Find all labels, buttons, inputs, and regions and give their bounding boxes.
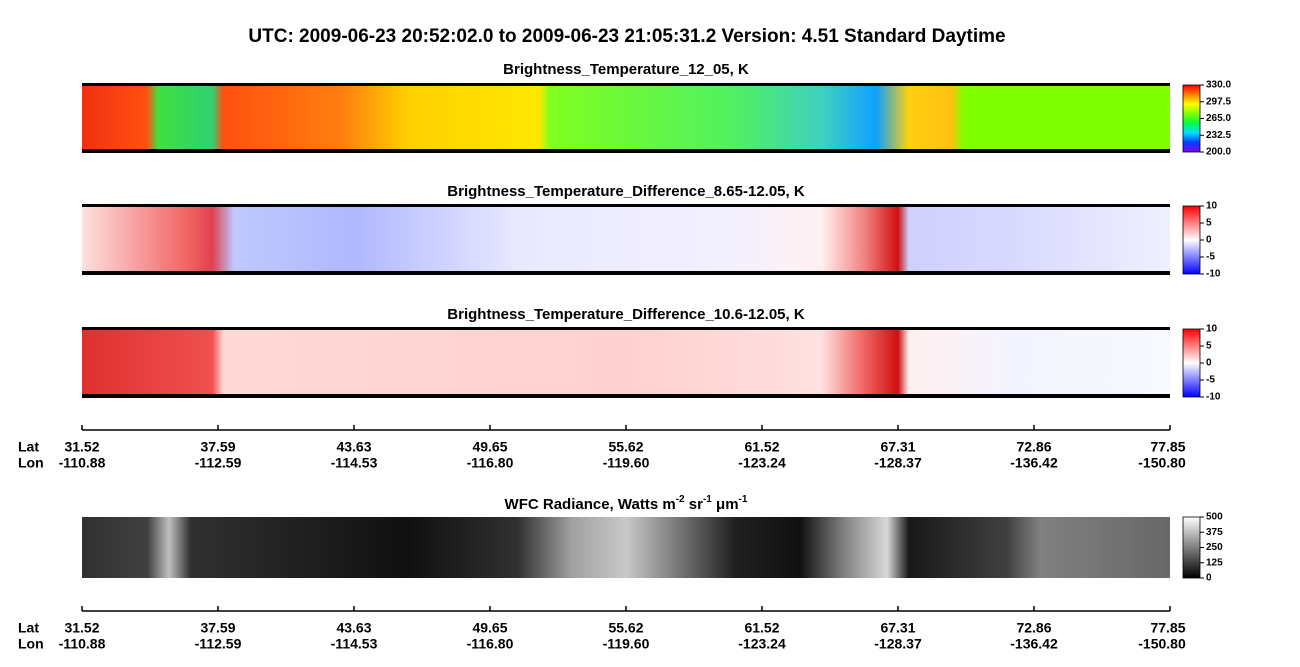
strip-border xyxy=(82,327,1170,330)
lat-label: 49.65 xyxy=(472,620,507,636)
strip-border xyxy=(82,83,1170,86)
lat-label: 77.85 xyxy=(1150,620,1185,636)
lon-label: -123.24 xyxy=(738,455,786,471)
colorbar-tick-label: 375 xyxy=(1206,527,1223,538)
lat-label: 31.52 xyxy=(64,620,99,636)
strip-border xyxy=(82,394,1170,398)
lat-label: 43.63 xyxy=(336,439,371,455)
lon-label: -112.59 xyxy=(195,455,242,471)
image-strip xyxy=(82,85,1170,150)
colorbar-tick-label: 250 xyxy=(1206,542,1223,553)
axis-row-label: Lat xyxy=(18,439,39,455)
image-strip xyxy=(82,329,1170,395)
axis-row-label: Lat xyxy=(18,620,39,636)
title-part: μm xyxy=(712,496,739,513)
lon-label: -150.80 xyxy=(1138,455,1186,471)
lon-label: -136.42 xyxy=(1010,455,1058,471)
lat-label: 55.62 xyxy=(608,620,643,636)
colorbar-tick-label: 200.0 xyxy=(1206,147,1231,158)
lon-label: -128.37 xyxy=(874,455,922,471)
colorbar-tick-label: 10 xyxy=(1206,201,1218,212)
colorbar-tick-label: 0 xyxy=(1206,358,1212,369)
colorbar-tick-label: -10 xyxy=(1206,392,1221,403)
lat-label: 67.31 xyxy=(880,439,915,455)
title-part: -1 xyxy=(703,494,712,505)
colorbar-tick-label: 0 xyxy=(1206,573,1212,584)
colorbar-tick-label: 297.5 xyxy=(1206,96,1231,107)
lon-label: -116.80 xyxy=(467,636,514,652)
lon-label: -119.60 xyxy=(603,636,650,652)
colorbar-tick-label: 265.0 xyxy=(1206,113,1231,124)
lon-label: -119.60 xyxy=(603,455,650,471)
colorbar-tick-label: -5 xyxy=(1206,375,1215,386)
lon-label: -128.37 xyxy=(874,636,922,652)
colorbar-tick-label: 0 xyxy=(1206,235,1212,246)
title-part: -2 xyxy=(676,494,685,505)
image-strip xyxy=(82,206,1170,272)
colorbar-tick-label: 500 xyxy=(1206,512,1223,523)
lon-label: -123.24 xyxy=(738,636,786,652)
colorbar-tick-label: 232.5 xyxy=(1206,130,1231,141)
title-part: sr xyxy=(685,496,704,513)
lon-label: -110.88 xyxy=(59,455,106,471)
axis-row-label: Lon xyxy=(18,455,44,471)
lat-label: 61.52 xyxy=(744,439,779,455)
title-part: -1 xyxy=(739,494,748,505)
lat-label: 43.63 xyxy=(336,620,371,636)
lat-label: 37.59 xyxy=(200,439,235,455)
colorbar-tick-label: 125 xyxy=(1206,557,1223,568)
lon-label: -114.53 xyxy=(331,636,378,652)
lon-label: -114.53 xyxy=(331,455,378,471)
panel-title: Brightness_Temperature_Difference_8.65-1… xyxy=(447,183,805,200)
colorbar xyxy=(1182,84,1201,153)
image-strip xyxy=(82,517,1170,578)
lat-label: 72.86 xyxy=(1016,620,1051,636)
lat-label: 37.59 xyxy=(200,620,235,636)
page-title: UTC: 2009-06-23 20:52:02.0 to 2009-06-23… xyxy=(248,26,1005,47)
colorbar xyxy=(1182,205,1201,275)
lat-label: 61.52 xyxy=(744,620,779,636)
lat-label: 31.52 xyxy=(64,439,99,455)
lat-label: 67.31 xyxy=(880,620,915,636)
colorbar-tick-label: 10 xyxy=(1206,324,1218,335)
strip-border xyxy=(82,149,1170,153)
lat-label: 49.65 xyxy=(472,439,507,455)
colorbar-tick-label: 5 xyxy=(1206,218,1212,229)
colorbar xyxy=(1182,516,1201,579)
axis-row-label: Lon xyxy=(18,636,44,652)
panel-title: Brightness_Temperature_12_05, K xyxy=(503,61,749,78)
lon-label: -116.80 xyxy=(467,455,514,471)
lon-label: -150.80 xyxy=(1138,636,1186,652)
strip-border xyxy=(82,271,1170,275)
lon-label: -112.59 xyxy=(195,636,242,652)
colorbar-tick-label: -10 xyxy=(1206,269,1221,280)
panel-title: Brightness_Temperature_Difference_10.6-1… xyxy=(447,306,805,323)
lon-label: -136.42 xyxy=(1010,636,1058,652)
title-part: WFC Radiance, Watts m xyxy=(505,496,676,513)
panel-title: WFC Radiance, Watts m-2 sr-1 μm-1 xyxy=(505,494,748,513)
lat-label: 72.86 xyxy=(1016,439,1051,455)
colorbar-tick-label: 330.0 xyxy=(1206,80,1231,91)
strip-border xyxy=(82,204,1170,207)
colorbar-tick-label: 5 xyxy=(1206,341,1212,352)
lon-label: -110.88 xyxy=(59,636,106,652)
colorbar-tick-label: -5 xyxy=(1206,252,1215,263)
lat-label: 77.85 xyxy=(1150,439,1185,455)
colorbar xyxy=(1182,328,1201,398)
lat-label: 55.62 xyxy=(608,439,643,455)
